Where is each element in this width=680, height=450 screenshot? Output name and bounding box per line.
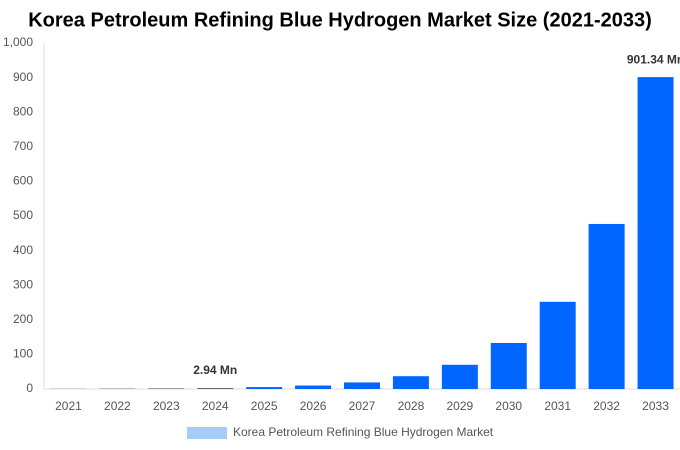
y-tick-label: 700 xyxy=(13,139,33,153)
data-label: 2.94 Mn xyxy=(193,363,237,377)
x-tick-label: 2023 xyxy=(153,399,180,413)
x-tick-label: 2021 xyxy=(55,399,82,413)
x-tick-label: 2025 xyxy=(251,399,278,413)
x-tick-label: 2032 xyxy=(593,399,620,413)
y-tick-label: 0 xyxy=(26,381,33,395)
bar xyxy=(490,342,527,389)
y-tick-label: 900 xyxy=(13,70,33,84)
legend-label: Korea Petroleum Refining Blue Hydrogen M… xyxy=(233,425,494,439)
y-tick-label: 100 xyxy=(13,347,33,361)
y-tick-label: 500 xyxy=(13,208,33,222)
y-tick-label: 400 xyxy=(13,243,33,257)
bar xyxy=(441,364,478,389)
bar xyxy=(637,77,674,390)
y-tick-label: 800 xyxy=(13,104,33,118)
x-tick-label: 2028 xyxy=(398,399,425,413)
x-tick-label: 2024 xyxy=(202,399,229,413)
x-tick-label: 2027 xyxy=(349,399,376,413)
x-tick-label: 2030 xyxy=(495,399,522,413)
bar xyxy=(246,387,283,389)
bar xyxy=(392,376,429,389)
bar xyxy=(295,385,332,389)
x-tick-label: 2033 xyxy=(642,399,669,413)
bar xyxy=(148,388,185,389)
x-tick-label: 2022 xyxy=(104,399,131,413)
x-tick-label: 2031 xyxy=(544,399,571,413)
bar xyxy=(197,387,234,389)
y-tick-label: 1,000 xyxy=(3,35,33,49)
bar xyxy=(539,301,576,389)
legend-swatch xyxy=(187,427,227,439)
y-tick-label: 300 xyxy=(13,277,33,291)
bar xyxy=(588,223,625,389)
bar xyxy=(344,382,380,389)
data-label: 901.34 Mn xyxy=(627,52,680,66)
y-tick-label: 600 xyxy=(13,174,33,188)
chart-title: Korea Petroleum Refining Blue Hydrogen M… xyxy=(28,9,652,31)
x-tick-label: 2026 xyxy=(300,399,327,413)
y-tick-label: 200 xyxy=(13,312,33,326)
x-tick-label: 2029 xyxy=(446,399,473,413)
